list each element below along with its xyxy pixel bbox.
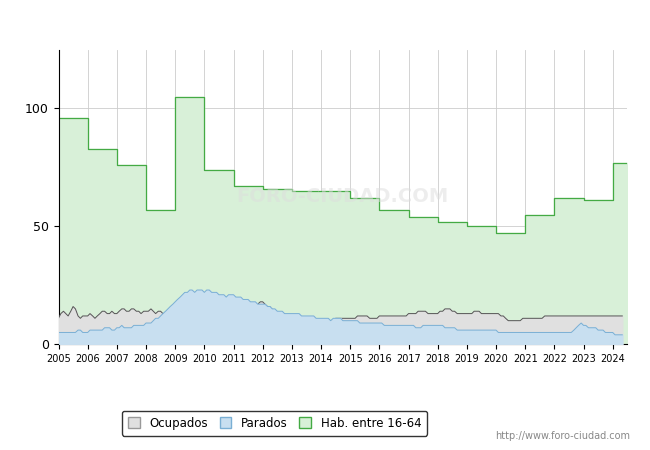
Legend: Ocupados, Parados, Hab. entre 16-64: Ocupados, Parados, Hab. entre 16-64 (122, 411, 427, 436)
Text: Villora - Evolucion de la poblacion en edad de Trabajar Mayo de 2024: Villora - Evolucion de la poblacion en e… (94, 17, 556, 30)
Text: FORO-CIUDAD.COM: FORO-CIUDAD.COM (237, 187, 449, 207)
Text: http://www.foro-ciudad.com: http://www.foro-ciudad.com (495, 431, 630, 441)
